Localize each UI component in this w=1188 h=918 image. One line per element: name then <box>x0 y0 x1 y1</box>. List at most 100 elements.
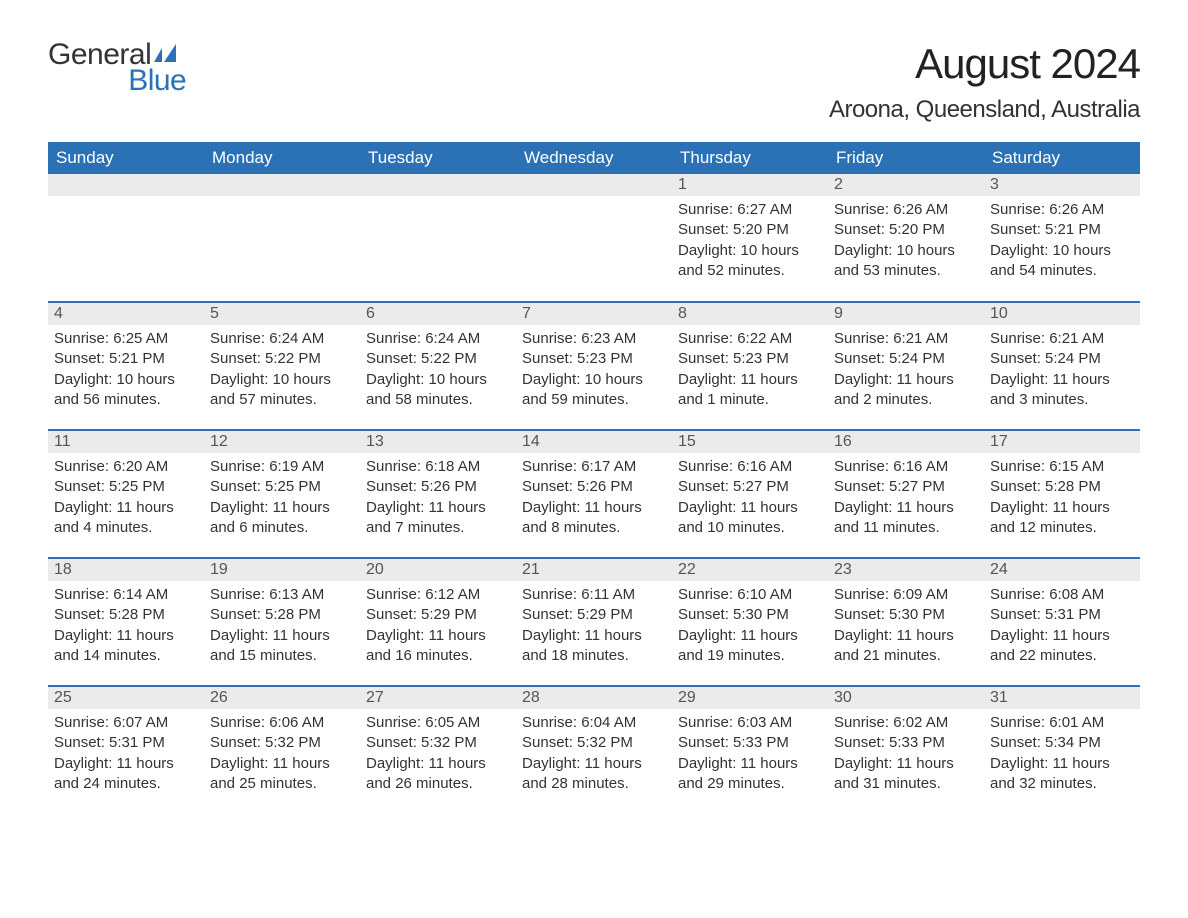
sunset-text: Sunset: 5:30 PM <box>834 605 978 625</box>
calendar-day-cell: 29Sunrise: 6:03 AMSunset: 5:33 PMDayligh… <box>672 686 828 814</box>
daylight-text-line1: Daylight: 11 hours <box>678 498 822 518</box>
calendar-week-row: 18 Sunrise: 6:14 AM Sunset: 5:28 PM Dayligh… <box>48 558 1140 686</box>
daylight-text-line2: and 2 minutes. <box>834 390 978 410</box>
sunset-text: Sunset: 5:24 PM <box>990 349 1134 369</box>
daylight-text-line2: and 58 minutes. <box>366 390 510 410</box>
day-number: 18 <box>48 559 204 581</box>
sunrise-text: Sunrise: 6:17 AM <box>522 457 666 477</box>
page-header: General Blue August 2024 Aroona, Queensl… <box>48 40 1140 124</box>
day-number: 2 <box>828 174 984 196</box>
daylight-text-line2: and 15 minutes. <box>210 646 354 666</box>
daylight-text-line2: and 7 minutes. <box>366 518 510 538</box>
sunset-text: Sunset: 5:27 PM <box>678 477 822 497</box>
daylight-text-line1: Daylight: 11 hours <box>834 498 978 518</box>
calendar-day-cell: 15Sunrise: 6:16 AMSunset: 5:27 PMDayligh… <box>672 430 828 558</box>
calendar-day-cell: 25Sunrise: 6:07 AMSunset: 5:31 PMDayligh… <box>48 686 204 814</box>
day-number: 17 <box>984 431 1140 453</box>
day-number: 26 <box>204 687 360 709</box>
day-details: Sunrise: 6:05 AMSunset: 5:32 PMDaylight:… <box>360 709 516 800</box>
sunrise-text: Sunrise: 6:23 AM <box>522 329 666 349</box>
calendar-day-cell: 6Sunrise: 6:24 AMSunset: 5:22 PMDaylight… <box>360 302 516 430</box>
daylight-text-line1: Daylight: 11 hours <box>990 370 1134 390</box>
day-number <box>360 174 516 196</box>
calendar-day-cell: 17Sunrise: 6:15 AMSunset: 5:28 PMDayligh… <box>984 430 1140 558</box>
daylight-text-line2: and 4 minutes. <box>54 518 198 538</box>
calendar-day-cell: 3Sunrise: 6:26 AMSunset: 5:21 PMDaylight… <box>984 174 1140 302</box>
calendar-day-cell: 9Sunrise: 6:21 AMSunset: 5:24 PMDaylight… <box>828 302 984 430</box>
day-details: Sunrise: 6:24 AMSunset: 5:22 PMDaylight:… <box>204 325 360 416</box>
daylight-text-line2: and 53 minutes. <box>834 261 978 281</box>
sunrise-text: Sunrise: 6:21 AM <box>834 329 978 349</box>
sunset-text: Sunset: 5:27 PM <box>834 477 978 497</box>
calendar-day-cell: 21Sunrise: 6:11 AMSunset: 5:29 PMDayligh… <box>516 558 672 686</box>
day-details: Sunrise: 6:06 AMSunset: 5:32 PMDaylight:… <box>204 709 360 800</box>
daylight-text-line1: Daylight: 10 hours <box>366 370 510 390</box>
weekday-header: Thursday <box>672 142 828 174</box>
calendar-day-cell: 24Sunrise: 6:08 AMSunset: 5:31 PMDayligh… <box>984 558 1140 686</box>
day-details: Sunrise: 6:04 AMSunset: 5:32 PMDaylight:… <box>516 709 672 800</box>
day-details: Sunrise: 6:02 AMSunset: 5:33 PMDaylight:… <box>828 709 984 800</box>
day-number: 3 <box>984 174 1140 196</box>
sunrise-text: Sunrise: 6:03 AM <box>678 713 822 733</box>
calendar-day-cell: 10Sunrise: 6:21 AMSunset: 5:24 PMDayligh… <box>984 302 1140 430</box>
day-number: 14 <box>516 431 672 453</box>
daylight-text-line1: Daylight: 11 hours <box>990 754 1134 774</box>
daylight-text-line2: and 16 minutes. <box>366 646 510 666</box>
calendar-day-cell: 23Sunrise: 6:09 AMSunset: 5:30 PMDayligh… <box>828 558 984 686</box>
day-number: 22 <box>672 559 828 581</box>
calendar-day-cell: 8Sunrise: 6:22 AMSunset: 5:23 PMDaylight… <box>672 302 828 430</box>
sunrise-text: Sunrise: 6:01 AM <box>990 713 1134 733</box>
sunset-text: Sunset: 5:31 PM <box>990 605 1134 625</box>
sunset-text: Sunset: 5:22 PM <box>366 349 510 369</box>
daylight-text-line2: and 10 minutes. <box>678 518 822 538</box>
calendar-day-cell: 2Sunrise: 6:26 AMSunset: 5:20 PMDaylight… <box>828 174 984 302</box>
sunrise-text: Sunrise: 6:14 AM <box>54 585 198 605</box>
sunrise-text: Sunrise: 6:24 AM <box>210 329 354 349</box>
calendar-empty-cell <box>516 174 672 302</box>
daylight-text-line1: Daylight: 10 hours <box>678 241 822 261</box>
calendar-day-cell: 20Sunrise: 6:12 AMSunset: 5:29 PMDayligh… <box>360 558 516 686</box>
day-number: 11 <box>48 431 204 453</box>
day-details: Sunrise: 6:27 AMSunset: 5:20 PMDaylight:… <box>672 196 828 287</box>
calendar-day-cell: 19Sunrise: 6:13 AMSunset: 5:28 PMDayligh… <box>204 558 360 686</box>
day-number: 25 <box>48 687 204 709</box>
sunset-text: Sunset: 5:21 PM <box>54 349 198 369</box>
day-details: Sunrise: 6:26 AMSunset: 5:21 PMDaylight:… <box>984 196 1140 287</box>
sunrise-text: Sunrise: 6:20 AM <box>54 457 198 477</box>
day-number: 24 <box>984 559 1140 581</box>
sunset-text: Sunset: 5:28 PM <box>210 605 354 625</box>
sunset-text: Sunset: 5:29 PM <box>366 605 510 625</box>
daylight-text-line1: Daylight: 11 hours <box>522 498 666 518</box>
day-details: Sunrise: 6:03 AMSunset: 5:33 PMDaylight:… <box>672 709 828 800</box>
daylight-text-line2: and 8 minutes. <box>522 518 666 538</box>
sunrise-text: Sunrise: 6:06 AM <box>210 713 354 733</box>
calendar-empty-cell <box>48 174 204 302</box>
daylight-text-line2: and 31 minutes. <box>834 774 978 794</box>
daylight-text-line2: and 28 minutes. <box>522 774 666 794</box>
sunset-text: Sunset: 5:31 PM <box>54 733 198 753</box>
sunset-text: Sunset: 5:20 PM <box>834 220 978 240</box>
daylight-text-line1: Daylight: 11 hours <box>54 626 198 646</box>
calendar-day-cell: 31Sunrise: 6:01 AMSunset: 5:34 PMDayligh… <box>984 686 1140 814</box>
daylight-text-line1: Daylight: 11 hours <box>678 626 822 646</box>
month-title: August 2024 <box>829 40 1140 88</box>
day-details: Sunrise: 6:11 AMSunset: 5:29 PMDaylight:… <box>516 581 672 672</box>
sunset-text: Sunset: 5:34 PM <box>990 733 1134 753</box>
sunrise-text: Sunrise: 6:19 AM <box>210 457 354 477</box>
day-number: 16 <box>828 431 984 453</box>
daylight-text-line2: and 6 minutes. <box>210 518 354 538</box>
sunrise-text: Sunrise: 6:05 AM <box>366 713 510 733</box>
daylight-text-line1: Daylight: 11 hours <box>678 754 822 774</box>
day-details: Sunrise: 6:15 AMSunset: 5:28 PMDaylight:… <box>984 453 1140 544</box>
weekday-header: Saturday <box>984 142 1140 174</box>
sunrise-text: Sunrise: 6:07 AM <box>54 713 198 733</box>
sunrise-text: Sunrise: 6:12 AM <box>366 585 510 605</box>
day-number: 8 <box>672 303 828 325</box>
daylight-text-line1: Daylight: 11 hours <box>990 498 1134 518</box>
sunset-text: Sunset: 5:32 PM <box>522 733 666 753</box>
daylight-text-line2: and 25 minutes. <box>210 774 354 794</box>
daylight-text-line2: and 56 minutes. <box>54 390 198 410</box>
sunset-text: Sunset: 5:26 PM <box>366 477 510 497</box>
day-number: 6 <box>360 303 516 325</box>
daylight-text-line2: and 12 minutes. <box>990 518 1134 538</box>
